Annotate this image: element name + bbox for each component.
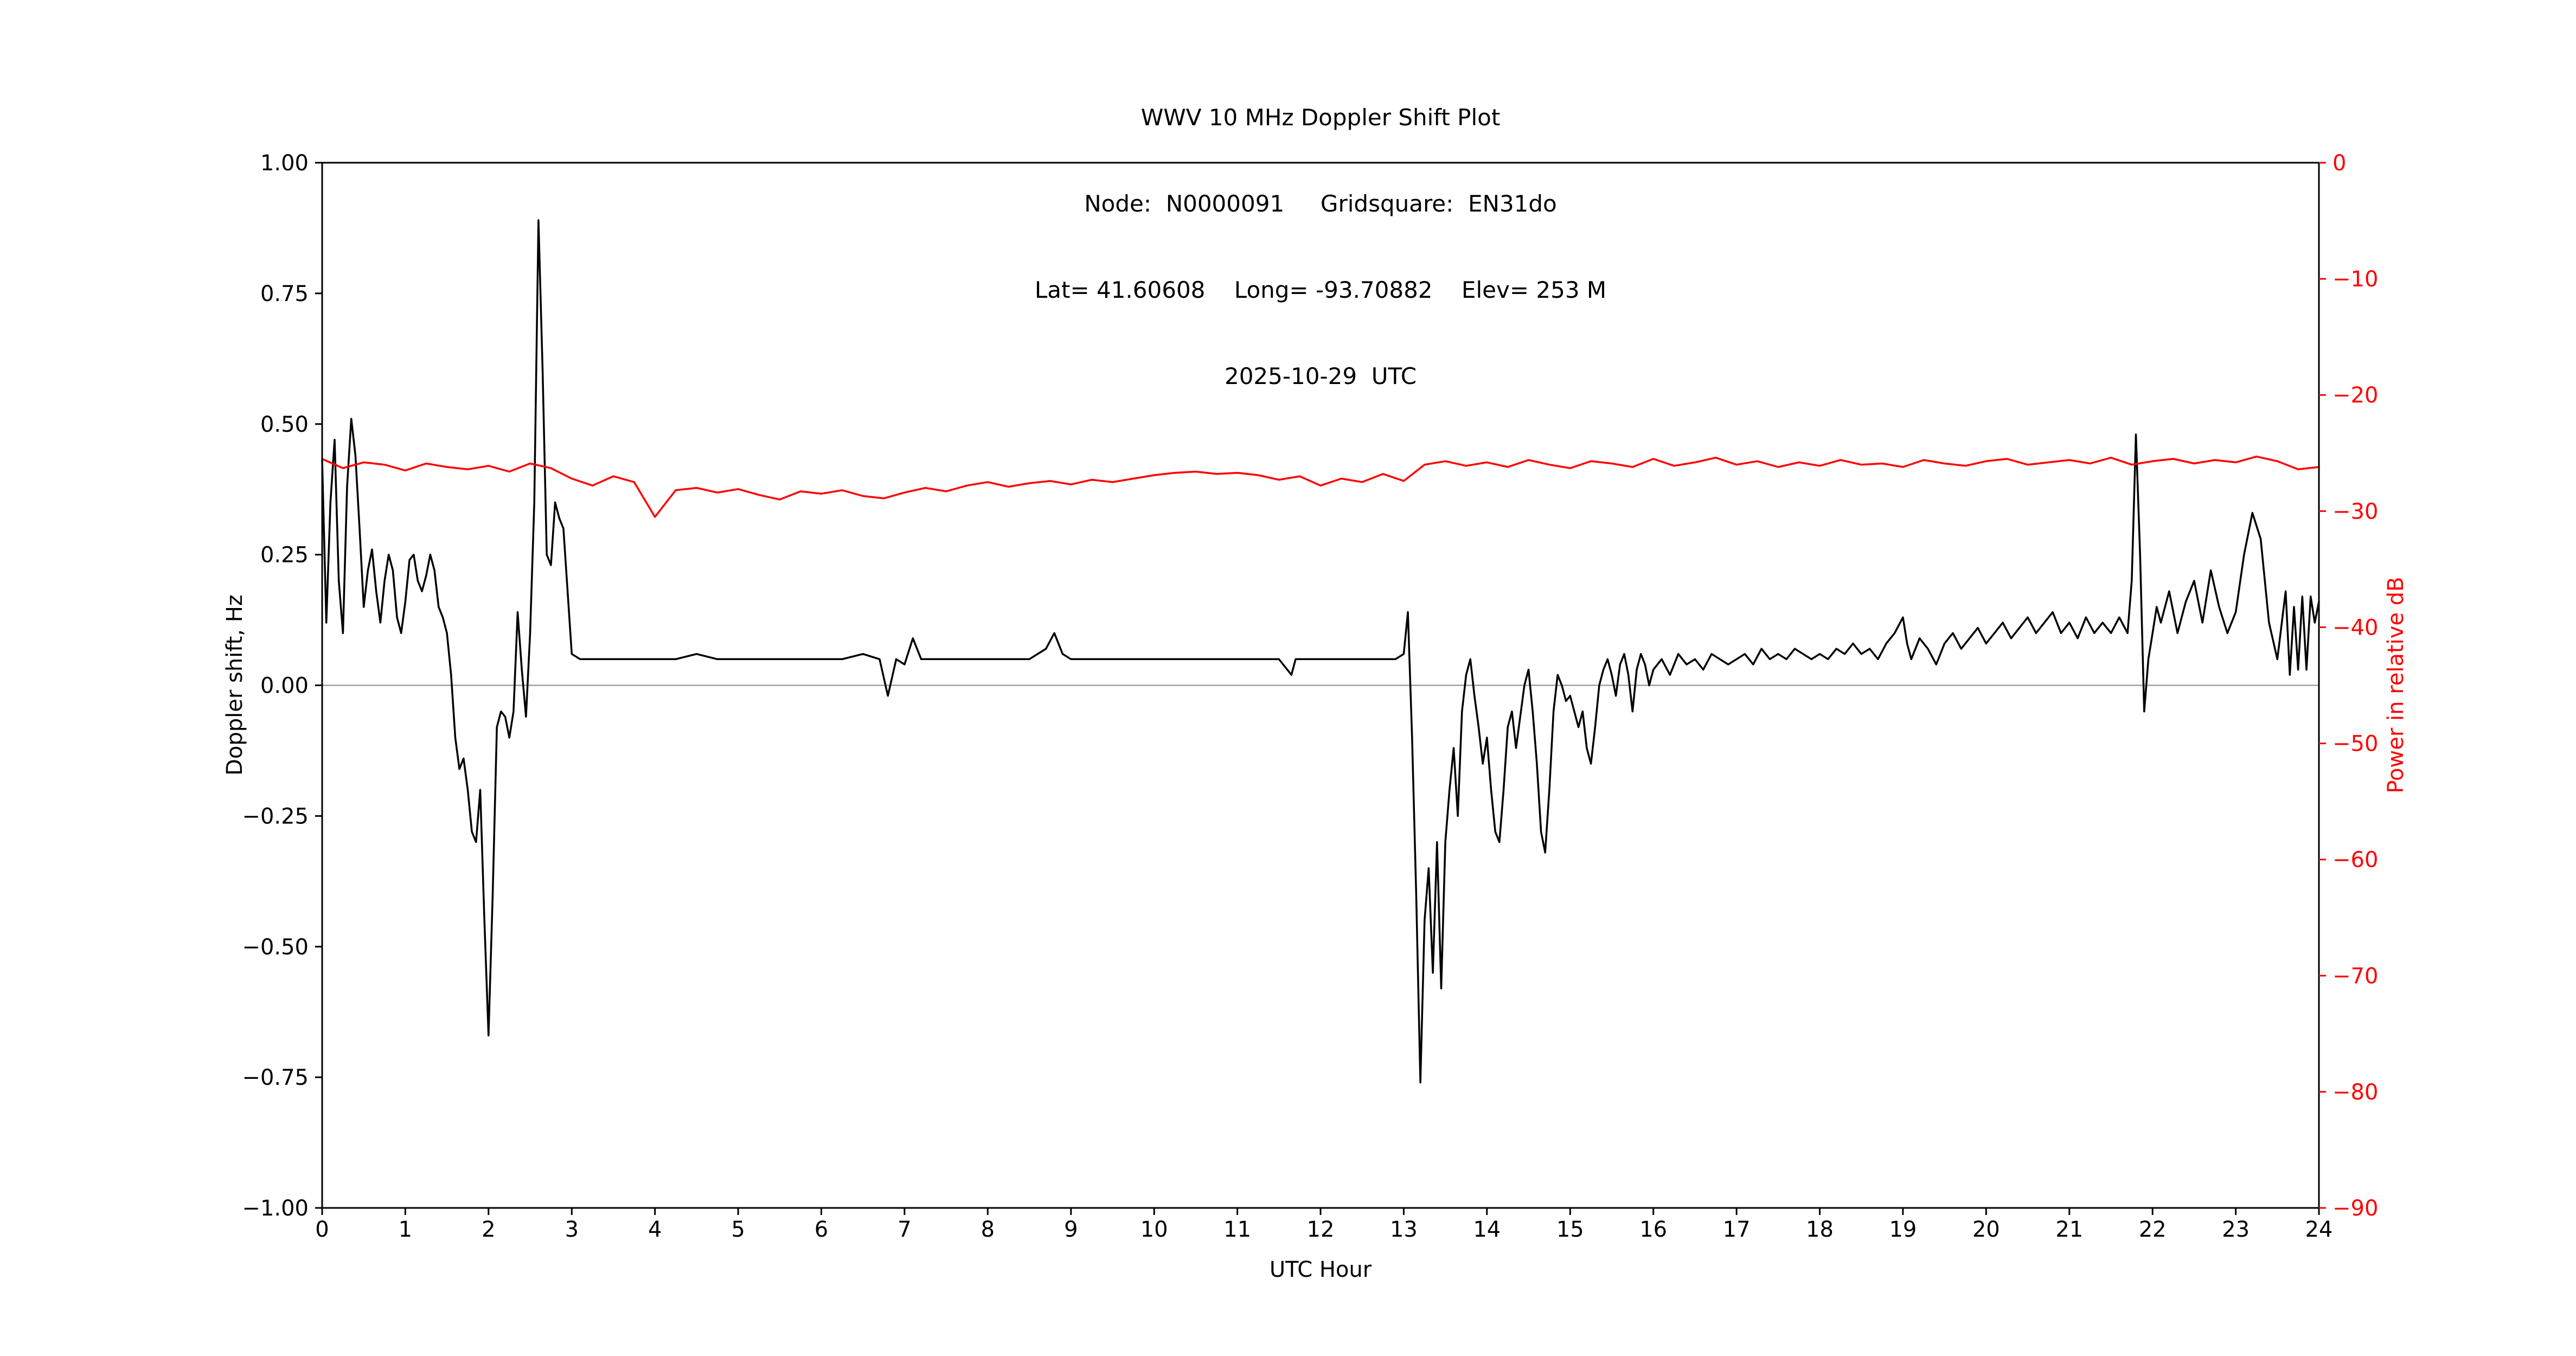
y-right-tick-label: 0 bbox=[2333, 151, 2346, 176]
chart-subtitle-date: 2025-10-29 UTC bbox=[1224, 363, 1417, 389]
y-right-tick-label: −50 bbox=[2333, 732, 2378, 757]
x-tick-label: 17 bbox=[1723, 1217, 1751, 1242]
x-tick-label: 19 bbox=[1889, 1217, 1917, 1242]
x-tick-label: 12 bbox=[1307, 1217, 1335, 1242]
y-left-tick-label: −0.50 bbox=[242, 935, 309, 960]
relative-power-line bbox=[321, 455, 2320, 518]
y-right-tick-label: −40 bbox=[2333, 615, 2378, 640]
x-tick-label: 23 bbox=[2222, 1217, 2250, 1242]
x-tick-label: 8 bbox=[981, 1217, 995, 1242]
right-axis-label: Power in relative dB bbox=[2383, 577, 2408, 794]
left-axis-label: Doppler shift, Hz bbox=[222, 594, 247, 776]
x-tick-label: 24 bbox=[2305, 1217, 2333, 1242]
x-tick-label: 20 bbox=[1972, 1217, 2000, 1242]
y-right-tick-label: −30 bbox=[2333, 499, 2378, 524]
chart-subtitle-node-gridsquare: Node: N0000091 Gridsquare: EN31do bbox=[1084, 190, 1557, 217]
x-tick-label: 3 bbox=[565, 1217, 579, 1242]
x-tick-label: 22 bbox=[2139, 1217, 2167, 1242]
y-left-tick-label: 1.00 bbox=[260, 151, 309, 176]
y-left-tick-label: 0.00 bbox=[260, 674, 309, 699]
x-tick-label: 9 bbox=[1064, 1217, 1078, 1242]
y-left-tick-label: −0.25 bbox=[242, 804, 309, 829]
x-tick-label: 4 bbox=[648, 1217, 662, 1242]
x-tick-label: 5 bbox=[731, 1217, 745, 1242]
x-tick-label: 6 bbox=[815, 1217, 828, 1242]
x-tick-label: 1 bbox=[399, 1217, 412, 1242]
y-left-tick-label: 0.50 bbox=[260, 412, 309, 437]
x-tick-label: 13 bbox=[1390, 1217, 1418, 1242]
x-tick-label: 21 bbox=[2055, 1217, 2083, 1242]
y-left-tick-label: 0.25 bbox=[260, 543, 309, 568]
y-left-tick-label: −1.00 bbox=[242, 1196, 309, 1221]
chart-title: WWV 10 MHz Doppler Shift Plot bbox=[1140, 104, 1501, 131]
x-tick-label: 10 bbox=[1140, 1217, 1168, 1242]
chart-subtitle-lat-long-elev: Lat= 41.60608 Long= -93.70882 Elev= 253 … bbox=[1034, 277, 1607, 303]
y-right-tick-label: −60 bbox=[2333, 848, 2378, 873]
x-tick-label: 0 bbox=[315, 1217, 329, 1242]
x-tick-label: 14 bbox=[1473, 1217, 1501, 1242]
y-right-tick-label: −80 bbox=[2333, 1080, 2378, 1105]
y-right-tick-label: −70 bbox=[2333, 964, 2378, 989]
y-right-tick-label: −90 bbox=[2333, 1196, 2378, 1221]
doppler-shift-line bbox=[321, 219, 2320, 1084]
title-block: WWV 10 MHz Doppler Shift Plot Node: N000… bbox=[322, 46, 2319, 448]
y-right-tick-label: −20 bbox=[2333, 383, 2378, 408]
x-tick-label: 2 bbox=[482, 1217, 495, 1242]
x-tick-label: 16 bbox=[1639, 1217, 1667, 1242]
x-tick-label: 15 bbox=[1556, 1217, 1584, 1242]
x-axis-label: UTC Hour bbox=[1269, 1257, 1372, 1282]
y-left-tick-label: 0.75 bbox=[260, 282, 309, 306]
y-right-tick-label: −10 bbox=[2333, 267, 2378, 292]
x-tick-label: 18 bbox=[1806, 1217, 1834, 1242]
x-tick-label: 7 bbox=[898, 1217, 911, 1242]
x-tick-label: 11 bbox=[1223, 1217, 1251, 1242]
y-left-tick-label: −0.75 bbox=[242, 1065, 309, 1090]
